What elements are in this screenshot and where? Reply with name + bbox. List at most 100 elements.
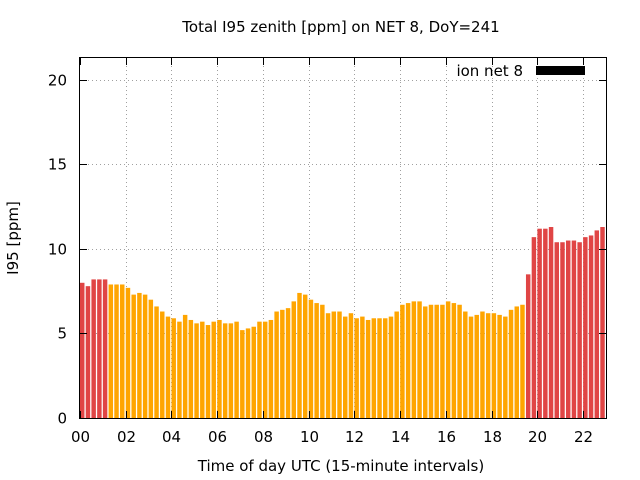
- bar: [200, 321, 205, 418]
- y-axis-label: I95 [ppm]: [4, 201, 22, 275]
- bar: [165, 316, 171, 418]
- bar: [291, 301, 296, 418]
- bar: [314, 303, 319, 418]
- bar: [257, 321, 262, 418]
- bar: [548, 227, 554, 418]
- x-tick-label: 08: [254, 428, 273, 446]
- bar: [554, 242, 559, 418]
- x-tick-label: 16: [437, 428, 456, 446]
- axis-ticks: [80, 58, 606, 419]
- bar: [497, 314, 502, 418]
- bar: [428, 304, 434, 418]
- bar: [480, 311, 485, 418]
- bar: [343, 316, 348, 418]
- bar: [125, 287, 131, 418]
- bar: [560, 242, 565, 418]
- bar: [274, 311, 279, 418]
- y-tick-label: 20: [48, 72, 67, 90]
- bar: [280, 309, 285, 418]
- legend: ion net 8: [456, 62, 585, 80]
- bars: [80, 227, 605, 418]
- bar: [491, 313, 497, 418]
- bar: [217, 319, 222, 418]
- bar: [377, 318, 382, 418]
- x-tick-label: 02: [117, 428, 136, 446]
- bar: [137, 292, 142, 418]
- bar: [97, 279, 102, 418]
- x-tick-label: 14: [391, 428, 410, 446]
- bar: [543, 228, 548, 418]
- bar: [423, 306, 428, 418]
- legend-swatch: [536, 66, 585, 75]
- plot-frame: [79, 57, 607, 419]
- y-tick-labels: 0 5 10 15 20: [48, 72, 67, 428]
- bar: [565, 240, 571, 418]
- bar: [320, 304, 325, 418]
- bar: [80, 282, 85, 418]
- bar: [154, 306, 159, 418]
- bar: [531, 237, 537, 418]
- bar: [457, 304, 462, 418]
- bar: [594, 230, 600, 418]
- chart-title: Total I95 zenith [ppm] on NET 8, DoY=241: [181, 18, 499, 36]
- bar: [325, 313, 331, 418]
- bar: [85, 286, 91, 418]
- bar: [577, 242, 582, 418]
- bar: [240, 330, 245, 418]
- bar: [371, 318, 377, 418]
- bar: [600, 227, 605, 418]
- bar: [445, 301, 451, 418]
- bar: [302, 294, 308, 418]
- x-tick-label: 22: [574, 428, 593, 446]
- bar: [194, 323, 199, 418]
- bar: [337, 311, 342, 418]
- bar: [463, 311, 468, 418]
- bar: [211, 321, 216, 418]
- x-tick-label: 10: [300, 428, 319, 446]
- bar: [177, 321, 182, 418]
- bar: [222, 323, 228, 418]
- bar: [468, 316, 474, 418]
- bar: [588, 235, 594, 418]
- bar: [525, 274, 531, 418]
- bar: [434, 304, 439, 418]
- bar: [297, 292, 302, 418]
- x-tick-label: 06: [208, 428, 227, 446]
- bar: [348, 313, 354, 418]
- bar: [537, 228, 542, 418]
- x-tick-labels: 00 02 04 06 08 10 12 14 16 18 20 22: [71, 428, 593, 446]
- bar: [394, 311, 399, 418]
- bar: [583, 237, 588, 418]
- bar: [405, 303, 411, 418]
- bar: [160, 311, 165, 418]
- bar: [571, 240, 577, 418]
- bar: [331, 311, 337, 418]
- legend-label: ion net 8: [456, 62, 523, 80]
- bar: [451, 303, 457, 418]
- bar: [131, 294, 136, 418]
- bar: [102, 279, 108, 418]
- bar: [148, 299, 154, 418]
- bar: [245, 328, 251, 418]
- bar: [142, 294, 148, 418]
- bar: [365, 319, 371, 418]
- bar: [388, 316, 394, 418]
- bar: [262, 321, 268, 418]
- bar: [120, 284, 125, 418]
- y-tick-label: 5: [57, 325, 67, 343]
- bar: [417, 301, 422, 418]
- bar: [285, 308, 291, 418]
- bar: [205, 325, 211, 418]
- bar: [360, 316, 365, 418]
- bar: [91, 279, 96, 418]
- bar: [514, 306, 519, 418]
- x-tick-label: 18: [483, 428, 502, 446]
- y-tick-label: 15: [48, 156, 67, 174]
- bar: [354, 318, 359, 418]
- bar: [108, 284, 114, 418]
- bar: [440, 304, 445, 418]
- x-tick-label: 20: [528, 428, 547, 446]
- bar: [400, 304, 405, 418]
- bar: [228, 323, 234, 418]
